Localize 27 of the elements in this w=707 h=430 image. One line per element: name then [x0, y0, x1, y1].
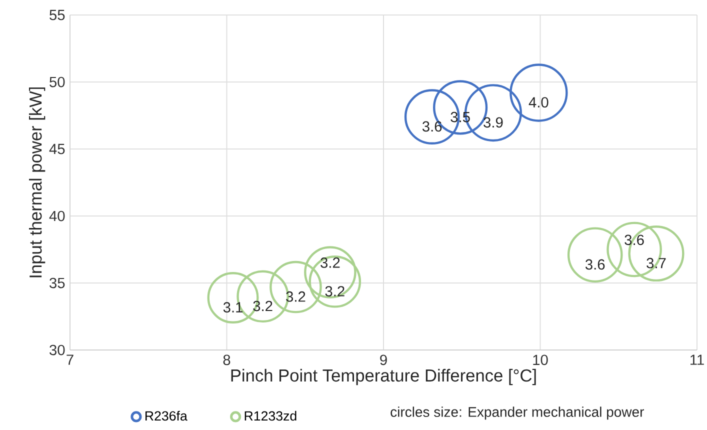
- x-tick-label: 10: [533, 354, 548, 366]
- data-label: 3.1: [223, 302, 243, 313]
- data-label: 3.7: [646, 258, 666, 268]
- y-tick-label: 40: [49, 210, 65, 222]
- y-axis-title: Input thermal power [kW]: [28, 87, 46, 278]
- data-label: 3.2: [320, 258, 340, 268]
- x-tick-label: 11: [690, 354, 704, 365]
- data-label: 3.6: [585, 259, 605, 270]
- data-label: 3.2: [253, 300, 272, 312]
- x-axis-title: Pinch Point Temperature Difference [°C]: [231, 368, 536, 386]
- x-tick-label: 8: [223, 354, 230, 366]
- data-label: 3.2: [325, 286, 344, 296]
- y-tick-label: 35: [50, 278, 65, 288]
- y-tick-label: 45: [49, 144, 65, 154]
- data-label: 4.0: [528, 97, 548, 108]
- y-tick-label: 50: [50, 76, 65, 88]
- y-tick-label: 30: [50, 344, 65, 356]
- data-label: 3.6: [624, 234, 644, 246]
- y-tick-label: 55: [50, 10, 65, 20]
- data-label: 3.6: [422, 121, 442, 132]
- legend-label: R236fa: [145, 410, 188, 421]
- data-label: 3.9: [484, 117, 503, 128]
- x-tick-label: 7: [66, 354, 74, 365]
- data-label: 3.2: [286, 291, 306, 302]
- x-tick-label: 9: [380, 354, 387, 366]
- text: circles size: Expander mechanical power: [390, 406, 644, 420]
- legend-label: R1233zd: [244, 410, 296, 421]
